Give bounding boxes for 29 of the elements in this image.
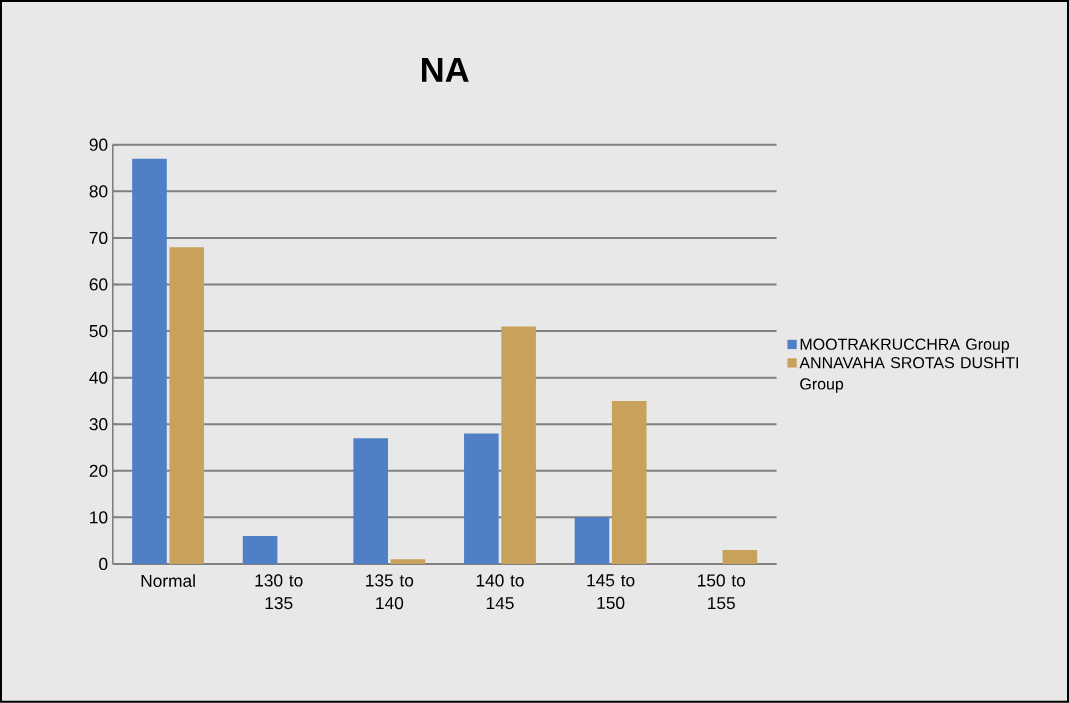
y-tick-label: 60 xyxy=(89,278,108,291)
bar xyxy=(169,247,205,565)
y-tick-label: 0 xyxy=(99,557,108,571)
y-tick-label: 40 xyxy=(89,371,108,384)
x-tick-label: 145 to 150 xyxy=(587,574,635,610)
bar xyxy=(464,433,499,565)
chart-title: NA xyxy=(422,58,469,82)
y-tick-label: 10 xyxy=(90,511,108,524)
legend-label: MOOTRAKRUCCHRA Group xyxy=(800,338,1010,354)
y-tick-label: 50 xyxy=(89,325,108,338)
bar xyxy=(574,517,610,565)
bar xyxy=(132,158,167,565)
y-tick-label: 20 xyxy=(89,464,108,478)
x-tick-label: 150 to 155 xyxy=(698,574,746,610)
y-tick-label: 80 xyxy=(89,185,108,198)
x-tick-label: 130 to 135 xyxy=(255,574,303,610)
y-tick-label: 30 xyxy=(89,418,108,431)
bar xyxy=(501,326,536,565)
x-tick-label: Normal xyxy=(141,574,195,588)
bar xyxy=(390,559,426,565)
y-tick-label: 70 xyxy=(89,231,108,245)
x-tick-label: 135 to 140 xyxy=(366,574,414,610)
bar xyxy=(353,438,389,565)
y-tick-label: 90 xyxy=(89,138,108,152)
bar xyxy=(611,401,647,565)
bar xyxy=(722,550,758,565)
legend-label: ANNAVAHA SROTAS DUSHTI Group xyxy=(799,357,1018,393)
bar xyxy=(242,536,278,565)
x-tick-label: 140 to 145 xyxy=(476,574,524,610)
